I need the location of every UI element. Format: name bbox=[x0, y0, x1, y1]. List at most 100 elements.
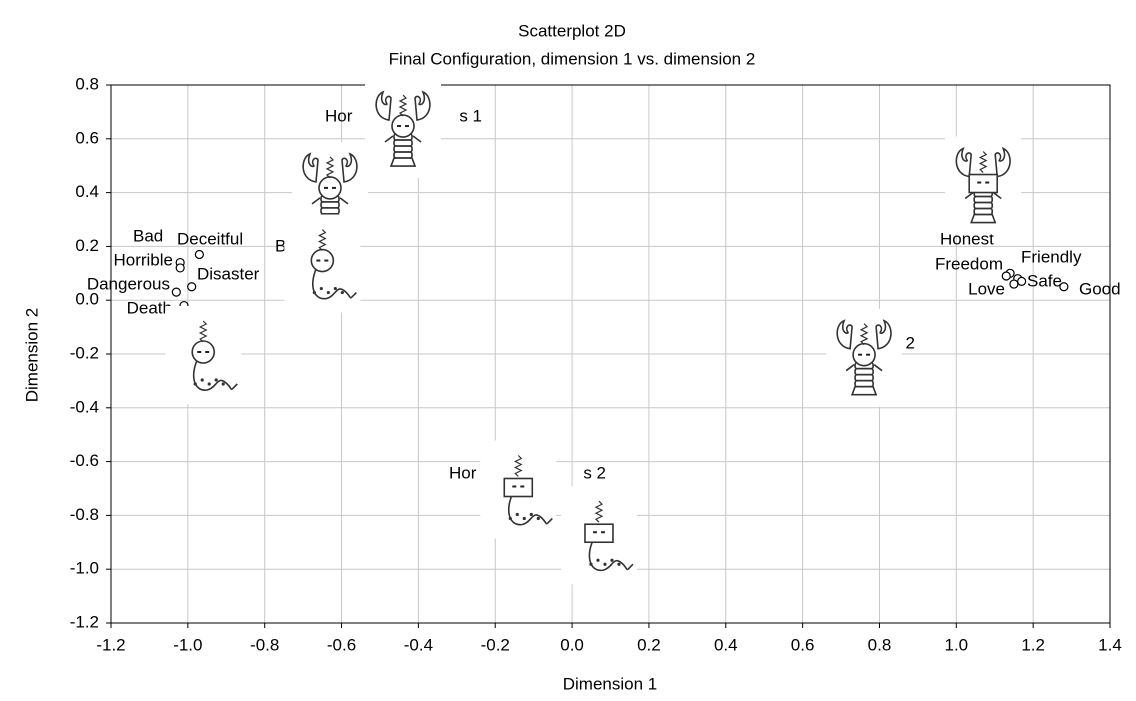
y-tick-label: 0.6 bbox=[75, 128, 99, 147]
point-label: Disaster bbox=[197, 264, 260, 283]
segment bbox=[320, 201, 340, 209]
antenna bbox=[594, 500, 604, 523]
head bbox=[852, 342, 876, 367]
point bbox=[194, 249, 204, 260]
segment bbox=[854, 367, 874, 376]
tail bbox=[970, 213, 997, 224]
icon-label: Hor bbox=[325, 106, 353, 125]
y-tick-label: 0.4 bbox=[75, 182, 99, 201]
icon-point bbox=[284, 214, 361, 313]
segment bbox=[973, 195, 994, 204]
point-label: Dangerous bbox=[87, 274, 170, 293]
claw bbox=[414, 90, 431, 121]
point-label: Horrible bbox=[113, 250, 173, 269]
spot bbox=[214, 378, 218, 382]
spot bbox=[617, 562, 621, 566]
icon-point bbox=[165, 306, 242, 404]
spot bbox=[326, 290, 330, 295]
spot bbox=[536, 516, 540, 521]
body bbox=[192, 355, 238, 391]
spot bbox=[319, 286, 323, 291]
spot bbox=[515, 512, 519, 517]
leg bbox=[412, 135, 422, 143]
leg bbox=[311, 197, 321, 205]
claw bbox=[375, 90, 392, 121]
x-tick-label: -1.2 bbox=[96, 635, 125, 654]
y-tick-label: 0.8 bbox=[75, 74, 99, 93]
point-label: Bad bbox=[133, 226, 163, 245]
segment bbox=[320, 207, 340, 215]
icon-point bbox=[365, 80, 442, 179]
point bbox=[1017, 276, 1027, 286]
x-tick-label: 0.2 bbox=[637, 635, 661, 654]
claw bbox=[836, 319, 853, 350]
antenna bbox=[198, 320, 208, 343]
spot bbox=[207, 382, 211, 386]
spot bbox=[221, 382, 225, 386]
leg bbox=[873, 364, 883, 372]
point bbox=[1059, 282, 1069, 292]
y-tick-label: -0.6 bbox=[70, 451, 99, 470]
claw bbox=[955, 147, 973, 178]
spot bbox=[340, 290, 344, 295]
segment bbox=[854, 379, 874, 388]
head bbox=[503, 477, 534, 498]
antenna bbox=[859, 323, 869, 346]
claw bbox=[994, 147, 1011, 178]
x-tick-label: -0.6 bbox=[327, 635, 356, 654]
y-tick-label: 0.2 bbox=[75, 236, 99, 255]
x-tick-label: 0.6 bbox=[791, 635, 815, 654]
body bbox=[588, 535, 634, 572]
spot bbox=[200, 378, 204, 382]
icon-point bbox=[480, 440, 557, 539]
tail bbox=[850, 385, 878, 396]
icon-point bbox=[826, 308, 903, 407]
head bbox=[391, 114, 415, 138]
head bbox=[318, 176, 342, 200]
x-tick-label: -1.0 bbox=[173, 635, 202, 654]
antenna bbox=[978, 151, 988, 173]
x-tick-label: -0.2 bbox=[481, 635, 510, 654]
spot bbox=[508, 516, 512, 521]
spot bbox=[312, 290, 316, 295]
segment bbox=[854, 373, 874, 382]
point-label: Deceitful bbox=[177, 229, 243, 248]
y-tick-label: -0.8 bbox=[70, 505, 99, 524]
spot bbox=[596, 558, 600, 562]
spot bbox=[529, 512, 533, 517]
segment bbox=[393, 151, 413, 159]
body bbox=[311, 264, 357, 300]
icon-label: s 2 bbox=[583, 463, 606, 482]
point-label: Freedom bbox=[935, 254, 1003, 273]
segment bbox=[973, 207, 994, 216]
y-tick-label: -0.2 bbox=[70, 343, 99, 362]
claw bbox=[341, 152, 358, 183]
spot bbox=[193, 382, 197, 386]
y-tick-label: -0.4 bbox=[70, 397, 99, 416]
leg bbox=[339, 197, 349, 205]
point bbox=[187, 282, 197, 292]
antenna bbox=[317, 229, 327, 251]
head bbox=[310, 248, 335, 273]
x-tick-label: 1.0 bbox=[944, 635, 968, 654]
x-tick-label: 0.8 bbox=[868, 635, 892, 654]
body bbox=[507, 490, 553, 526]
y-tick-label: 0.0 bbox=[75, 290, 99, 309]
x-tick-label: 0.4 bbox=[714, 635, 738, 654]
head bbox=[584, 523, 614, 544]
x-tick-label: -0.8 bbox=[250, 635, 279, 654]
x-tick-label: 1.2 bbox=[1021, 635, 1045, 654]
antenna bbox=[398, 94, 408, 117]
point-label: Safe bbox=[1027, 271, 1062, 290]
icon-point bbox=[560, 486, 637, 585]
leg bbox=[964, 191, 974, 200]
point bbox=[1009, 279, 1019, 289]
chart-title: Scatterplot 2D bbox=[518, 21, 626, 40]
point-label: Love bbox=[968, 279, 1005, 298]
icon-label: s 1 bbox=[459, 106, 482, 125]
icon-label: 2 bbox=[906, 333, 915, 352]
icon-label: Hor bbox=[449, 463, 477, 482]
spot bbox=[610, 558, 614, 562]
y-axis-label: Dimension 2 bbox=[22, 308, 41, 403]
